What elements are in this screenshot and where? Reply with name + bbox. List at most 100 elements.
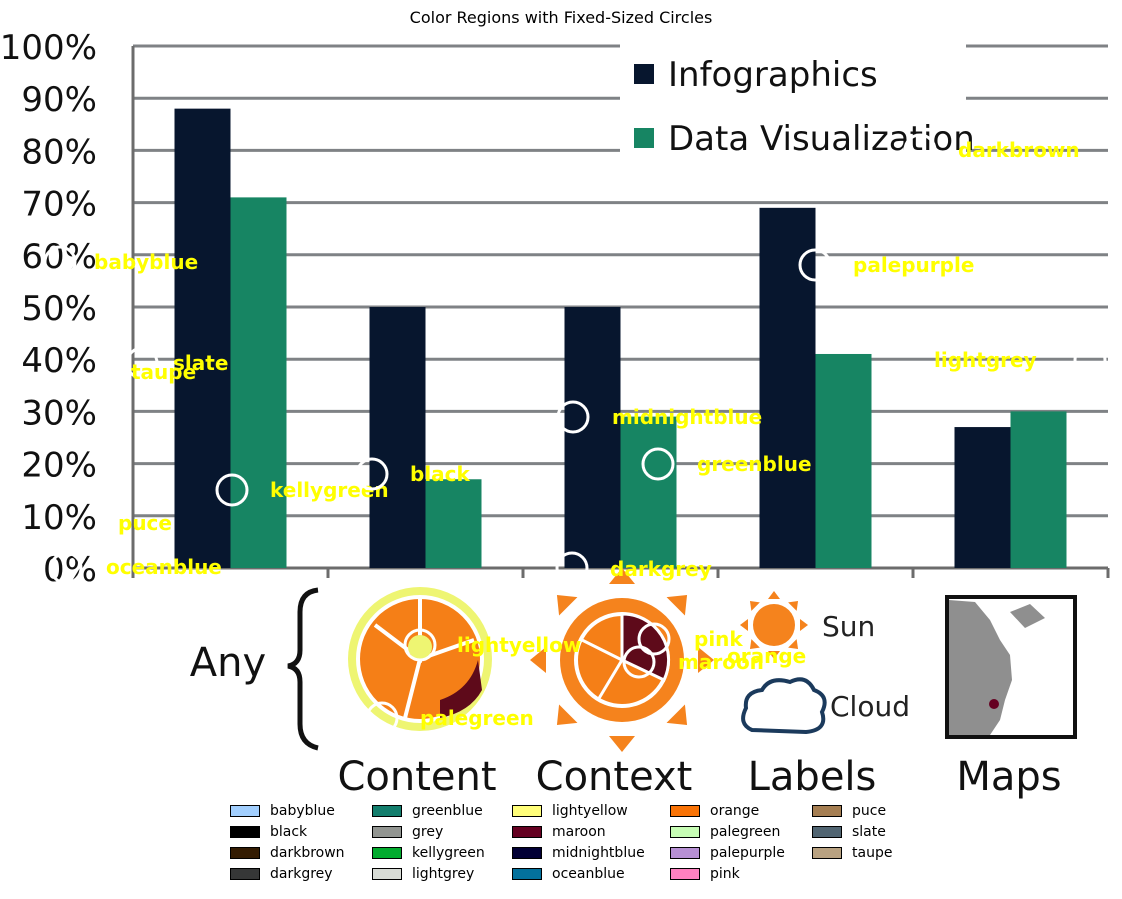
legend-item: black: [230, 824, 307, 844]
overlay-circle: [798, 248, 832, 282]
content-center: [408, 635, 432, 659]
legend-swatch: [670, 805, 700, 817]
overlay-label: palegreen: [420, 706, 534, 730]
y-tick-label: 30%: [21, 393, 97, 433]
overlay-circle: [403, 628, 437, 662]
legend-swatch: [512, 826, 542, 838]
overlay-annotations: babyblueslatetaupekellygreenblackpuceoce…: [43, 133, 1107, 735]
bar-data-visualization: [620, 416, 677, 568]
legend-swatch: [230, 868, 260, 880]
overlay-circle: [903, 133, 937, 167]
legend-swatch: [634, 128, 654, 148]
overlay-label: lightyellow: [457, 633, 581, 657]
overlay-label: oceanblue: [106, 555, 222, 579]
legend-label: lightgrey: [412, 866, 475, 882]
overlay-circle: [641, 447, 675, 481]
legend-item: grey: [372, 824, 443, 844]
overlay-circle: [637, 622, 671, 656]
overlay-circle: [125, 346, 159, 380]
chart-canvas: 0%10%20%30%40%50%60%70%80%90%100% Infogr…: [0, 28, 1110, 800]
overlay-label: taupe: [131, 360, 196, 384]
overlay-label: greenblue: [697, 452, 812, 476]
overlay-label: orange: [727, 644, 806, 668]
legend-item: maroon: [512, 824, 606, 844]
bar-infographics: [954, 427, 1011, 568]
bar-data-visualization: [815, 353, 872, 568]
legend-swatch: [812, 847, 842, 859]
y-tick-label: 40%: [21, 341, 97, 381]
overlay-circle: [556, 400, 590, 434]
legend-entry: Infographics: [668, 55, 878, 95]
legend-label: darkbrown: [270, 845, 345, 861]
legend-item: orange: [670, 803, 759, 823]
legend-item: darkgrey: [230, 866, 333, 886]
legend-item: puce: [812, 803, 886, 823]
bar-infographics: [369, 307, 426, 568]
overlay-circle: [555, 551, 589, 585]
x-category-label: Any: [190, 640, 266, 686]
x-category-label: Maps: [956, 754, 1061, 800]
sun-icon-ray: [768, 591, 780, 599]
bar-infographics: [174, 108, 231, 568]
overlay-label: pink: [694, 627, 743, 651]
overlay-circle: [1073, 343, 1107, 377]
y-tick-label: 10%: [21, 498, 97, 538]
sun-ray: [698, 647, 714, 673]
legend-label: babyblue: [270, 803, 335, 819]
overlay-circle: [43, 245, 77, 279]
chart-legend: Infographics Data Visualization: [620, 44, 975, 162]
context-dividers: [581, 638, 624, 701]
legend-swatch: [372, 826, 402, 838]
legend-label: black: [270, 824, 308, 840]
legend-swatch: [512, 805, 542, 817]
legend-item: palepurple: [670, 845, 785, 865]
sun-icon-ray: [788, 639, 799, 650]
legend-item: pink: [670, 866, 740, 886]
sun-ray: [666, 594, 688, 616]
bar-data-visualization: [425, 479, 482, 568]
overlay-circle: [622, 645, 656, 679]
legend-label: grey: [412, 824, 444, 840]
legend-swatch: [670, 868, 700, 880]
overlay-label: midnightblue: [612, 405, 762, 429]
legend-swatch: [372, 868, 402, 880]
x-category-label: Labels: [748, 754, 877, 800]
sun-icon-ray: [768, 651, 780, 659]
map-marker: [989, 699, 999, 709]
y-tick-label: 20%: [21, 446, 97, 486]
y-tick-label: 80%: [21, 132, 97, 172]
legend-item: slate: [812, 824, 886, 844]
map-island: [1010, 604, 1045, 628]
bar-data-visualization: [1010, 411, 1067, 568]
sun-ray: [609, 736, 635, 752]
legend-swatch: [372, 805, 402, 817]
y-tick-label: 50%: [21, 289, 97, 329]
sun-icon-ray: [788, 600, 799, 611]
bars: [174, 108, 1067, 568]
overlay-label: lightgrey: [934, 348, 1037, 372]
legend-swatch: [670, 847, 700, 859]
y-tick-label: 70%: [21, 185, 97, 225]
legend-label: palegreen: [710, 824, 781, 840]
legend-swatch: [812, 805, 842, 817]
legend-swatch: [372, 847, 402, 859]
y-tick-label: 60%: [21, 237, 97, 277]
bar-infographics: [759, 207, 816, 568]
legend-item: palegreen: [670, 824, 780, 844]
legend-label: palepurple: [710, 845, 785, 861]
legend-label: puce: [852, 803, 887, 819]
bar-infographics: [564, 307, 621, 568]
legend-swatch: [812, 826, 842, 838]
legend-label: slate: [852, 824, 886, 840]
sun-ray: [556, 704, 578, 726]
content-dark-wedge: [440, 660, 482, 718]
legend-item: darkbrown: [230, 845, 345, 865]
legend-label: kellygreen: [412, 845, 485, 861]
sun-ray: [666, 704, 688, 726]
sun-ray: [556, 594, 578, 616]
chart-title: Color Regions with Fixed-Sized Circles: [409, 8, 713, 27]
legend-item: lightgrey: [372, 866, 474, 886]
sun-icon-ray: [740, 619, 748, 631]
overlay-label: palepurple: [853, 253, 974, 277]
overlay-circle: [215, 473, 249, 507]
